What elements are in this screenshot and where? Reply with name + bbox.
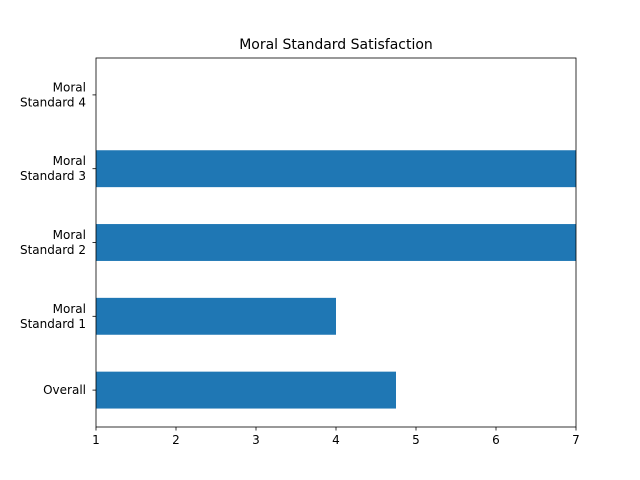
y-tick-label: Moral Standard 4 — [20, 80, 86, 109]
y-tick-label: Moral Standard 2 — [20, 228, 86, 257]
chart-title: Moral Standard Satisfaction — [239, 37, 433, 53]
bar — [96, 297, 336, 335]
x-tick-label: 5 — [412, 433, 420, 447]
plot-frame — [95, 57, 577, 428]
x-axis-ticks: 1 2 3 4 5 6 7 — [92, 427, 580, 447]
y-tick-label: Moral Standard 1 — [20, 302, 86, 331]
x-tick-label: 4 — [332, 433, 340, 447]
x-tick-label: 2 — [172, 433, 180, 447]
y-tick-label: Overall — [43, 383, 86, 397]
bar — [96, 150, 576, 188]
x-tick-label: 1 — [92, 433, 100, 447]
x-tick-label: 7 — [572, 433, 580, 447]
bar — [96, 371, 396, 409]
bars-layer — [96, 150, 576, 409]
bar — [96, 224, 576, 261]
y-tick-label: Moral Standard 3 — [20, 154, 86, 183]
y-axis-ticks: Overall Moral Standard 1 Moral Standard 2 Mor… — [20, 80, 96, 397]
x-tick-label: 3 — [252, 433, 260, 447]
x-tick-label: 6 — [492, 433, 500, 447]
